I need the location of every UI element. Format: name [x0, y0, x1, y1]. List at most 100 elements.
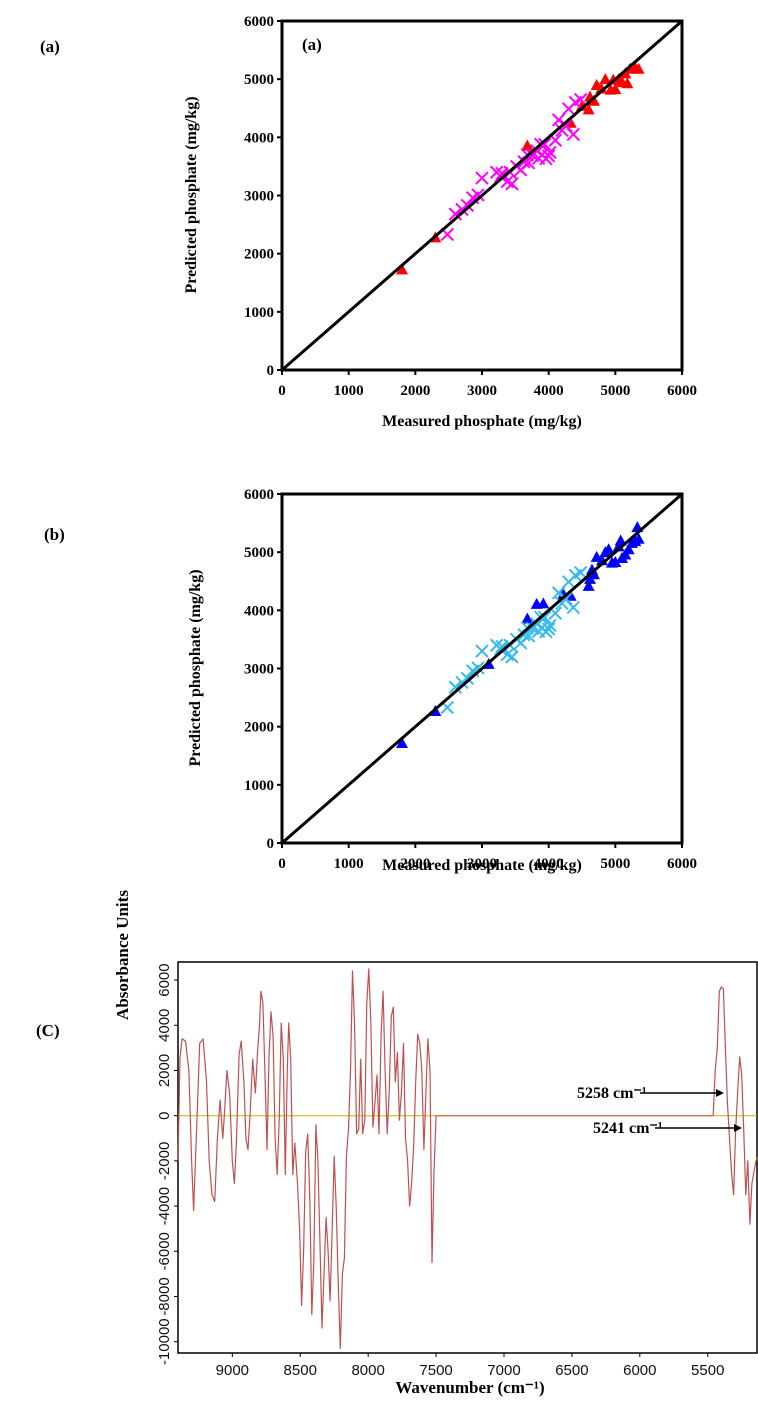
chart-b-series-1-point-32 — [566, 600, 581, 615]
chart-b-y-tick-label-2: 2000 — [244, 720, 274, 736]
chart-c-spectrum-segment-1 — [712, 986, 758, 1225]
chart-b-series-0-point-15 — [602, 543, 615, 555]
chart-a-series-1-point-1 — [448, 207, 463, 221]
chart-a-series-1-point-6 — [475, 171, 489, 185]
chart-c-x-tick-label-2: 8000 — [351, 1362, 384, 1379]
chart-b-series-1-point-15 — [517, 628, 531, 642]
chart-c-x-tick-label-3: 7500 — [419, 1362, 452, 1379]
chart-a-series-0-point-17 — [621, 77, 634, 89]
chart-b-series-0-point-5 — [537, 597, 550, 609]
chart-a-series-1-point-25 — [541, 149, 556, 163]
chart-c-y-tick-label-1: -8000 — [156, 1277, 173, 1315]
chart-c-annotation-1: 5241 cm⁻¹ — [593, 1120, 663, 1137]
chart-b-y-tick-label-6: 6000 — [244, 487, 274, 503]
chart-c-x-axis-title: Wavenumber (cm⁻¹) — [395, 1378, 544, 1397]
chart-a-series-0-point-7 — [588, 94, 600, 106]
chart-a-series-1-point-12 — [505, 177, 519, 191]
chart-b-series-0-point-26 — [632, 532, 645, 544]
chart-c-x-tick-label-1: 8500 — [284, 1362, 317, 1379]
chart-a-y-tick-label-4: 4000 — [244, 130, 274, 146]
chart-a-x-tick-label-6: 6000 — [667, 383, 697, 399]
chart-c-y-tick-label-4: -2000 — [156, 1142, 173, 1180]
chart-b-series-1-point-5 — [471, 661, 485, 675]
chart-b-series-0-point-19 — [614, 534, 627, 546]
chart-c-x-tick-label-6: 6000 — [623, 1362, 656, 1379]
chart-b-y-tick-label-4: 4000 — [244, 603, 274, 619]
chart-a-y-tick-label-3: 3000 — [244, 189, 274, 205]
chart-b-x-tick-label-4: 4000 — [534, 856, 564, 872]
chart-a-marks — [396, 61, 645, 275]
chart-a-series-0-point-0 — [396, 263, 408, 275]
chart-c-y-tick-label-6: 2000 — [156, 1054, 173, 1087]
chart-a-series-0-point-20 — [632, 62, 645, 74]
chart-a-series-1-point-26 — [543, 145, 557, 160]
panel-label-a: (a) — [40, 37, 60, 56]
scatter-chart-b: 0 1000 2000 3000 4000 5000 6000 0 1000 2000 3000 40… — [187, 487, 697, 874]
chart-a-y-axis-title: Predicted phosphate (mg/kg) — [183, 96, 200, 293]
chart-b-series-0-point-17 — [609, 556, 622, 568]
chart-a-y-tick-label-0: 0 — [267, 363, 275, 379]
chart-b-y-tick-label-0: 0 — [267, 836, 275, 852]
scatter-chart-a: 0 1000 2000 3000 4000 5000 6000 0 1000 2000 3000 40… — [183, 14, 697, 430]
chart-b-series-1-point-34 — [573, 565, 588, 580]
chart-c-y-tick-label-8: 6000 — [156, 963, 173, 996]
chart-a-x-axis-title: Measured phosphate (mg/kg) — [382, 413, 582, 430]
chart-c-y-tick-label-5: 0 — [156, 1112, 173, 1120]
chart-c-marks — [177, 968, 758, 1350]
chart-a-y-tick-label-1: 1000 — [244, 305, 274, 321]
chart-b-series-1-point-26 — [543, 618, 557, 633]
chart-b-series-1-point-3 — [460, 671, 475, 686]
chart-c-ticks: 9000 8500 8000 7500 7000 6500 6000 5500 -10000 -8… — [156, 963, 724, 1379]
chart-b-series-1-point-25 — [541, 622, 556, 636]
chart-a-reference-line — [281, 19, 683, 372]
chart-b-y-axis-title: Predicted phosphate (mg/kg) — [187, 569, 204, 766]
chart-b-y-tick-label-5: 5000 — [244, 545, 274, 561]
chart-b-series-1-point-12 — [505, 650, 519, 664]
chart-a-x-tick-label-4: 4000 — [534, 383, 564, 399]
chart-a-x-tick-label-3: 3000 — [467, 383, 497, 399]
spectrum-chart-c: 9000 8500 8000 7500 7000 6500 6000 5500 -10000 -8… — [113, 890, 758, 1397]
chart-b-series-0-point-11 — [588, 568, 600, 580]
chart-b-series-1-point-23 — [537, 610, 552, 625]
chart-a-y-tick-label-2: 2000 — [244, 247, 274, 263]
chart-c-annotations: 5258 cm⁻¹ 5241 cm⁻¹ — [577, 1085, 742, 1137]
chart-a-series-0-point-10 — [599, 73, 612, 85]
chart-b-x-tick-label-5: 5000 — [600, 856, 630, 872]
chart-a-series-0-point-4 — [576, 99, 588, 111]
chart-b-y-tick-label-1: 1000 — [244, 778, 274, 794]
chart-a-series-1-point-23 — [537, 137, 552, 152]
chart-c-y-tick-label-7: 4000 — [156, 1009, 173, 1042]
chart-a-y-tick-label-6: 6000 — [244, 14, 274, 30]
chart-a-x-tick-label-1: 1000 — [334, 383, 364, 399]
chart-b-x-axis-title: Measured phosphate (mg/kg) — [382, 857, 582, 874]
panel-label-b: (b) — [44, 525, 65, 544]
chart-c-y-tick-label-0: -10000 — [156, 1318, 173, 1365]
chart-a-x-tick-label-0: 0 — [278, 383, 286, 399]
chart-c-x-tick-label-0: 9000 — [216, 1362, 249, 1379]
chart-c-x-tick-label-5: 6500 — [555, 1362, 588, 1379]
chart-a-series-0-point-5 — [582, 103, 595, 115]
panel-label-c: (C) — [36, 1021, 60, 1040]
chart-c-y-axis-title: Absorbance Units — [113, 890, 132, 1020]
chart-a-series-0-point-2 — [521, 139, 534, 151]
chart-b-series-1-point-6 — [475, 644, 489, 658]
chart-a-inset-label: (a) — [302, 35, 322, 54]
chart-c-spectrum-segment-0 — [177, 968, 437, 1350]
chart-b-y-tick-label-3: 3000 — [244, 662, 274, 678]
chart-a-series-1-point-32 — [566, 127, 581, 142]
chart-a-series-0-point-13 — [609, 83, 622, 95]
chart-b-series-0-point-3 — [521, 612, 534, 624]
chart-b-x-tick-label-2: 2000 — [400, 856, 430, 872]
chart-b-x-tick-label-1: 1000 — [334, 856, 364, 872]
chart-b-x-tick-label-0: 0 — [278, 856, 286, 872]
chart-b-series-0-point-0 — [396, 736, 408, 748]
chart-a-x-tick-label-5: 5000 — [600, 383, 630, 399]
chart-c-annotation-0-arrow-head — [716, 1089, 724, 1097]
chart-a-series-1-point-15 — [517, 155, 531, 169]
chart-c-plot-frame — [177, 961, 758, 1354]
chart-a-series-1-point-5 — [471, 188, 485, 202]
chart-b-reference-line — [281, 492, 683, 845]
chart-a-series-1-point-34 — [573, 92, 588, 107]
chart-c-annotation-0: 5258 cm⁻¹ — [577, 1085, 647, 1102]
